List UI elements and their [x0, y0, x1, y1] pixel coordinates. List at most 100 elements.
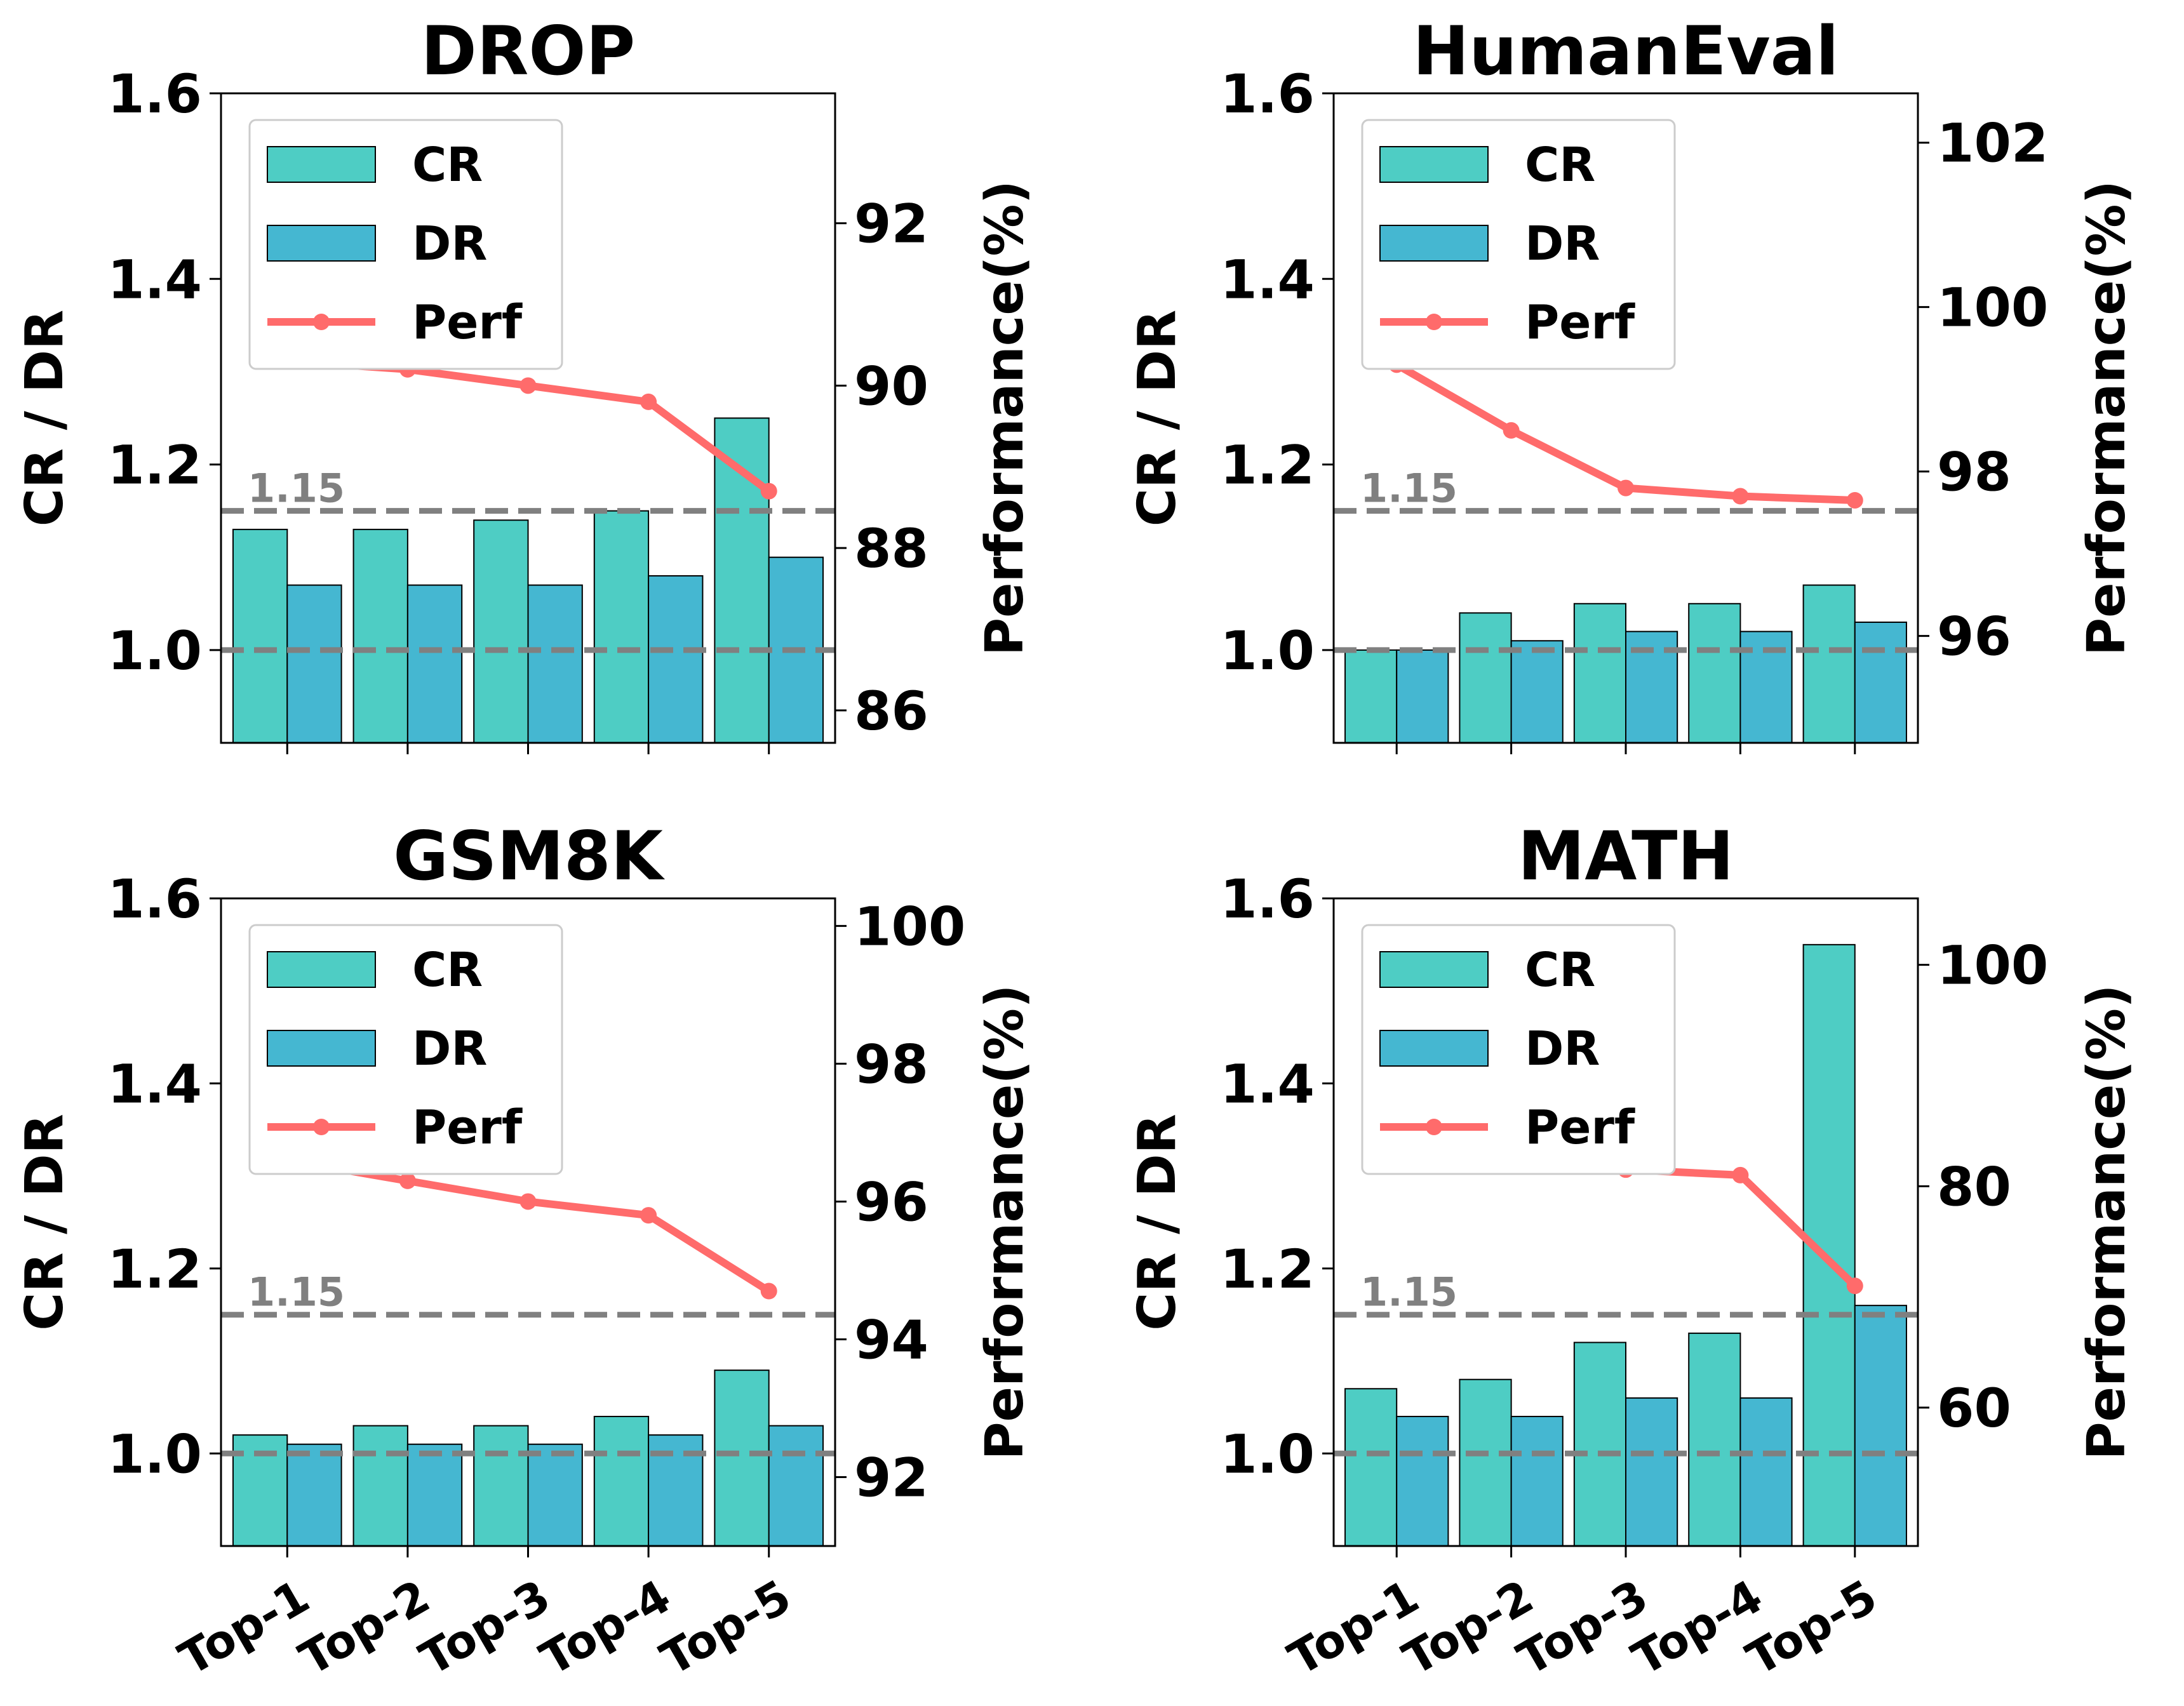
bar-cr-3 — [1573, 603, 1626, 743]
ref-line-label: 1.15 — [1360, 1269, 1457, 1316]
bar-dr-2 — [406, 1443, 463, 1547]
ytick-label: 1.6 — [1220, 868, 1315, 930]
panel-drop: DROP 1.15 1.0 1.2 1.4 1.6 86 88 90 92 CR / DR Perfo… — [15, 12, 1035, 754]
bar-dr-1 — [286, 1443, 342, 1547]
y-axis-label: CR / DR — [15, 310, 75, 527]
legend-swatch-perf-marker — [1426, 314, 1442, 330]
perf-point-4 — [640, 393, 657, 410]
bar-cr-3 — [473, 519, 529, 743]
chart-title: GSM8K — [393, 817, 666, 895]
legend-label: CR — [412, 943, 483, 997]
y2tick-label: 98 — [854, 1033, 928, 1095]
bar-dr-1 — [1396, 1416, 1449, 1547]
xtick-label: Top-4 — [1623, 1569, 1771, 1686]
ref-line-label: 1.15 — [1360, 465, 1457, 512]
ytick-label: 1.0 — [1220, 620, 1315, 682]
legend-label: Perf — [1525, 295, 1635, 350]
bar-cr-4 — [1688, 603, 1741, 743]
legend-label: DR — [412, 1022, 487, 1076]
bar-dr-5 — [768, 1425, 824, 1547]
y2-axis-label: Performance(%) — [975, 180, 1035, 656]
y2tick-label: 100 — [1937, 935, 2048, 997]
ytick-label: 1.0 — [107, 620, 202, 682]
y2tick-label: 102 — [1937, 112, 2048, 175]
bar-dr-3 — [527, 584, 583, 743]
ytick-label: 1.4 — [1220, 248, 1315, 310]
chart-title: MATH — [1518, 817, 1734, 895]
legend-swatch-cr — [267, 951, 376, 988]
legend: CR DR Perf — [248, 119, 563, 370]
y2-axis-label: Performance(%) — [975, 984, 1035, 1460]
perf-point-3 — [519, 1193, 537, 1210]
ytick-label: 1.4 — [107, 1053, 202, 1115]
bar-cr-3 — [473, 1425, 529, 1547]
chart-title: HumanEval — [1413, 12, 1839, 90]
xtick-label: Top-2 — [290, 1569, 438, 1686]
legend-swatch-cr — [1379, 951, 1489, 988]
y2tick-label: 96 — [1937, 606, 2011, 668]
ytick-label: 1.0 — [1220, 1423, 1315, 1485]
bar-dr-4 — [1739, 1397, 1793, 1547]
y2-axis-label: Performance(%) — [2077, 984, 2137, 1460]
bar-dr-3 — [1625, 1397, 1678, 1547]
legend-label: Perf — [1525, 1100, 1635, 1155]
xtick-label: Top-3 — [411, 1569, 559, 1686]
ytick-label: 1.6 — [1220, 63, 1315, 125]
legend-label: CR — [1525, 943, 1595, 997]
y2tick-label: 98 — [1937, 441, 2011, 503]
xtick-label: Top-3 — [1509, 1569, 1657, 1686]
legend-swatch-perf-marker — [313, 314, 330, 330]
y2tick-label: 92 — [854, 193, 928, 255]
legend-label: CR — [412, 138, 483, 192]
ref-line-label: 1.15 — [248, 465, 345, 512]
ytick-label: 1.2 — [1220, 1238, 1315, 1300]
y2tick-label: 94 — [854, 1309, 928, 1371]
bar-cr-1 — [1344, 1388, 1398, 1547]
legend-swatch-dr — [1379, 1030, 1489, 1067]
bar-cr-5 — [1802, 584, 1856, 743]
bar-dr-5 — [1854, 622, 1907, 743]
xtick-label: Top-5 — [652, 1569, 800, 1686]
perf-point-5 — [760, 1283, 777, 1300]
ytick-label: 1.4 — [107, 248, 202, 310]
legend-swatch-perf-marker — [313, 1119, 330, 1135]
ytick-label: 1.2 — [107, 434, 202, 496]
bar-cr-4 — [593, 1416, 650, 1547]
ref-line-label: 1.15 — [248, 1269, 345, 1316]
legend-label: CR — [1525, 138, 1595, 192]
y2tick-label: 96 — [854, 1171, 928, 1233]
perf-point-5 — [1846, 491, 1863, 509]
bar-cr-4 — [1688, 1332, 1741, 1547]
y2tick-label: 92 — [854, 1446, 928, 1509]
legend-swatch-perf-marker — [1426, 1119, 1442, 1135]
legend-label: DR — [1525, 1022, 1600, 1076]
legend: CR DR Perf — [1361, 119, 1676, 370]
xtick-label: Top-2 — [1394, 1569, 1542, 1686]
y2tick-label: 100 — [1937, 277, 2048, 339]
panel-humaneval: HumanEval 1.15 1.0 1.2 1.4 1.6 96 98 100 102 CR / … — [1127, 12, 2137, 754]
bar-dr-2 — [1510, 640, 1564, 743]
legend-label: Perf — [412, 295, 523, 350]
xtick-label: Top-5 — [1738, 1569, 1886, 1686]
legend: CR DR Perf — [248, 924, 563, 1175]
y2tick-label: 88 — [854, 517, 928, 580]
bar-cr-2 — [352, 528, 408, 743]
legend-label: Perf — [412, 1100, 523, 1155]
perf-line — [283, 1156, 773, 1295]
perf-point-4 — [1732, 1166, 1749, 1183]
perf-point-3 — [1618, 479, 1634, 496]
bar-dr-5 — [1854, 1305, 1907, 1547]
perf-point-4 — [1732, 488, 1749, 505]
perf-point-2 — [399, 1172, 416, 1189]
panel-math: MATH1.151.01.21.41.66080100Top-1Top-2Top… — [1127, 817, 2137, 1686]
xtick-label: Top-4 — [532, 1569, 680, 1686]
y-axis-label: CR / DR — [15, 1114, 75, 1331]
legend: CR DR Perf — [1361, 924, 1676, 1175]
bar-dr-4 — [648, 575, 704, 743]
legend-swatch-dr — [267, 1030, 376, 1067]
bar-cr-5 — [714, 1369, 770, 1547]
legend-swatch-dr — [267, 225, 376, 262]
bar-cr-3 — [1573, 1342, 1626, 1547]
y-axis-label: CR / DR — [1127, 1114, 1188, 1331]
